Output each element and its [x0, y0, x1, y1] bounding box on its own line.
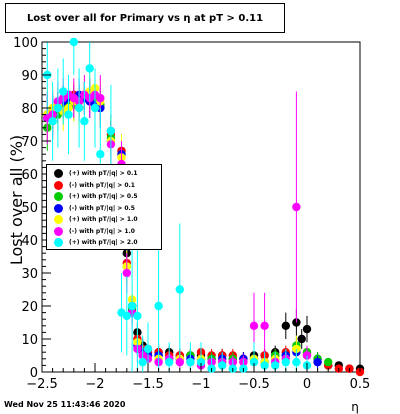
data-point — [302, 324, 312, 334]
y-tick-label: 100 — [13, 36, 38, 51]
x-tick-label: −2 — [85, 377, 104, 392]
data-point — [165, 357, 174, 367]
data-point — [133, 311, 142, 321]
legend-entry: (-) with pT/|q| > 0.1 — [49, 180, 159, 192]
x-tick-label: 0 — [303, 377, 311, 392]
legend-entry: (+) with pT/|q| > 0.5 — [49, 191, 159, 203]
y-tick-label: 70 — [21, 135, 38, 150]
legend: (+) with pT/|q| > 0.1 (-) with pT/|q| > 0… — [46, 164, 162, 250]
y-tick-label: 80 — [21, 102, 38, 117]
timestamp: Wed Nov 25 11:43:46 2020 — [4, 400, 126, 409]
legend-label: (+) with pT/|q| > 1.0 — [69, 216, 138, 224]
legend-marker — [54, 215, 63, 225]
data-point — [260, 321, 269, 330]
data-point — [122, 311, 131, 321]
legend-label: (+) with pT/|q| > 2.0 — [69, 239, 138, 247]
x-axis-label: η — [351, 400, 359, 414]
data-point — [281, 321, 290, 330]
data-point — [90, 103, 100, 113]
data-point — [186, 357, 195, 367]
legend-label: (-) with pT/|q| > 1.0 — [69, 227, 135, 235]
data-point — [271, 361, 280, 370]
data-point — [85, 64, 94, 73]
x-tick-label: −0.5 — [238, 377, 270, 392]
chart-title: Lost over all for Primary vs η at pT > 0… — [5, 3, 285, 33]
data-point — [324, 357, 333, 367]
data-point — [64, 110, 73, 119]
data-point — [292, 357, 301, 367]
data-point — [249, 357, 259, 367]
x-tick-label: −1.5 — [132, 377, 164, 392]
legend-marker — [54, 180, 63, 190]
x-tick-label: 0.5 — [350, 377, 371, 392]
axes: 0 10 20 30 40 50 60 70 80 90 100 −2.5 −2 −1.5 −1 −0.5 0 0… — [13, 36, 370, 392]
data-point — [143, 344, 153, 354]
legend-marker — [54, 203, 63, 213]
legend-label: (+) with pT/|q| > 0.5 — [69, 193, 138, 201]
data-point — [53, 103, 63, 113]
x-tick-label: −1 — [191, 377, 210, 392]
data-point — [138, 357, 147, 367]
data-point — [106, 126, 116, 136]
data-point — [292, 344, 301, 354]
y-tick-label: 40 — [21, 234, 38, 249]
data-point — [292, 202, 301, 212]
data-point — [96, 150, 105, 159]
data-point — [48, 117, 57, 126]
data-point — [127, 301, 137, 311]
legend-entry: (-) with pT/|q| > 0.5 — [49, 203, 159, 215]
legend-entry: (+) with pT/|q| > 2.0 — [49, 237, 159, 249]
y-tick-label: 10 — [21, 333, 38, 348]
y-tick-label: 60 — [21, 168, 38, 183]
legend-marker — [54, 192, 63, 202]
y-tick-label: 20 — [21, 300, 38, 315]
y-tick-label: 0 — [30, 366, 38, 381]
legend-label: (+) with pT/|q| > 0.1 — [69, 170, 138, 178]
data-point — [59, 87, 68, 96]
data-point — [313, 357, 322, 367]
legend-entry: (-) with pT/|q| > 1.0 — [49, 226, 159, 238]
legend-entry: (+) with pT/|q| > 1.0 — [49, 214, 159, 226]
y-tick-label: 50 — [21, 201, 38, 216]
data-point — [96, 93, 105, 103]
data-point — [196, 357, 206, 367]
data-point — [74, 103, 84, 113]
legend-marker — [54, 226, 63, 236]
legend-marker — [54, 169, 63, 179]
data-point — [122, 268, 131, 278]
legend-entry: (+) with pT/|q| > 0.1 — [49, 168, 159, 180]
data-point — [175, 285, 184, 294]
data-point — [297, 334, 306, 344]
data-point — [281, 357, 290, 367]
data-point — [154, 301, 163, 311]
legend-label: (-) with pT/|q| > 0.5 — [69, 204, 135, 212]
y-axis-label: Lost over all (%) — [7, 135, 26, 265]
y-tick-label: 30 — [21, 267, 38, 282]
legend-label: (-) with pT/|q| > 0.1 — [69, 181, 135, 189]
data-point — [69, 37, 79, 47]
data-point — [175, 357, 184, 367]
data-point — [80, 117, 89, 126]
data-point — [260, 361, 269, 370]
data-point — [218, 361, 227, 370]
y-tick-label: 90 — [21, 69, 38, 84]
x-tick-label: −2.5 — [26, 377, 58, 392]
data-point — [249, 321, 259, 330]
legend-marker — [54, 238, 63, 248]
